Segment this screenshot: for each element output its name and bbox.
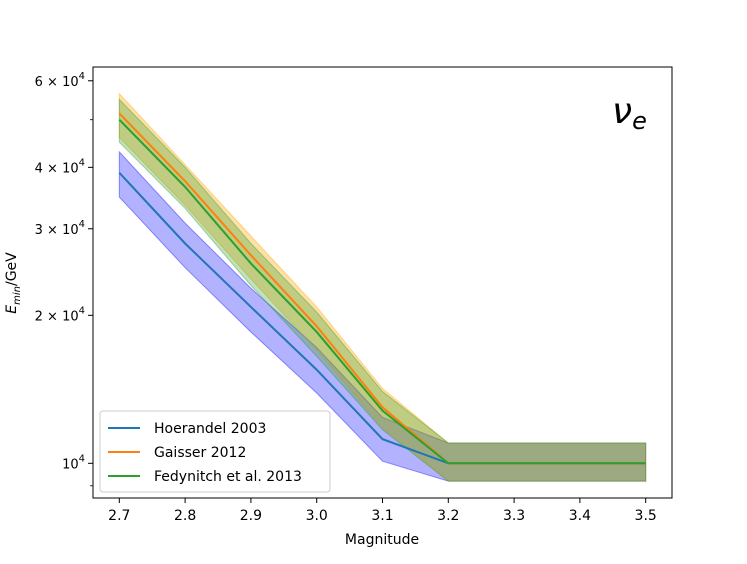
x-tick-label: 3.5 <box>635 508 657 524</box>
x-tick-label: 2.8 <box>174 508 196 524</box>
band-2 <box>118 98 647 482</box>
x-axis-label: Magnitude <box>345 532 419 548</box>
x-tick-label: 3.4 <box>569 508 591 524</box>
legend-box <box>99 410 331 493</box>
x-tick-label: 2.7 <box>108 508 130 524</box>
y-axis-label: Emin/GeV <box>4 252 23 314</box>
legend-label-2: Fedynitch et al. 2013 <box>154 469 302 485</box>
y-tick-label: 6 × 104 <box>35 71 85 90</box>
y-tick-label: 3 × 104 <box>35 219 85 238</box>
y-tick-label: 2 × 104 <box>35 305 85 324</box>
legend: Hoerandel 2003 Gaisser 2012 Fedynitch et a… <box>99 410 331 493</box>
x-tick-label: 3.3 <box>503 508 525 524</box>
band-0 <box>118 150 647 482</box>
legend-label-1: Gaisser 2012 <box>154 445 246 461</box>
x-tick-label: 3.2 <box>437 508 459 524</box>
x-tick-label: 2.9 <box>240 508 262 524</box>
y-tick-label: 104 <box>62 453 85 472</box>
uncertainty-bands <box>118 92 647 482</box>
series-line-2 <box>118 119 646 465</box>
series-lines <box>118 112 646 465</box>
x-tick-label: 3.1 <box>371 508 393 524</box>
band-1 <box>118 92 647 482</box>
y-axis-ticks: 104 2 × 104 3 × 104 4 × 104 6 × 104 <box>35 71 93 487</box>
legend-label-0: Hoerandel 2003 <box>154 421 266 437</box>
y-tick-label: 4 × 104 <box>35 157 85 176</box>
x-tick-label: 3.0 <box>306 508 328 524</box>
x-axis-ticks: 2.7 2.8 2.9 3.0 3.1 3.2 3.3 3.4 3.5 <box>108 498 657 524</box>
